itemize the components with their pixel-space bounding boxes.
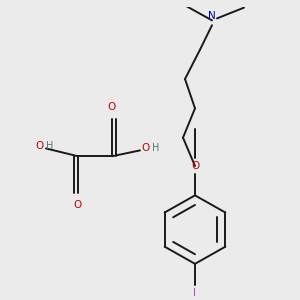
Text: N: N	[208, 11, 216, 21]
Text: O: O	[191, 161, 199, 171]
Text: O: O	[108, 102, 116, 112]
Text: O: O	[74, 200, 82, 210]
Text: I: I	[194, 288, 196, 298]
Text: H: H	[46, 142, 54, 152]
Text: O: O	[142, 143, 150, 153]
Text: O: O	[36, 142, 44, 152]
Text: H: H	[152, 143, 160, 153]
